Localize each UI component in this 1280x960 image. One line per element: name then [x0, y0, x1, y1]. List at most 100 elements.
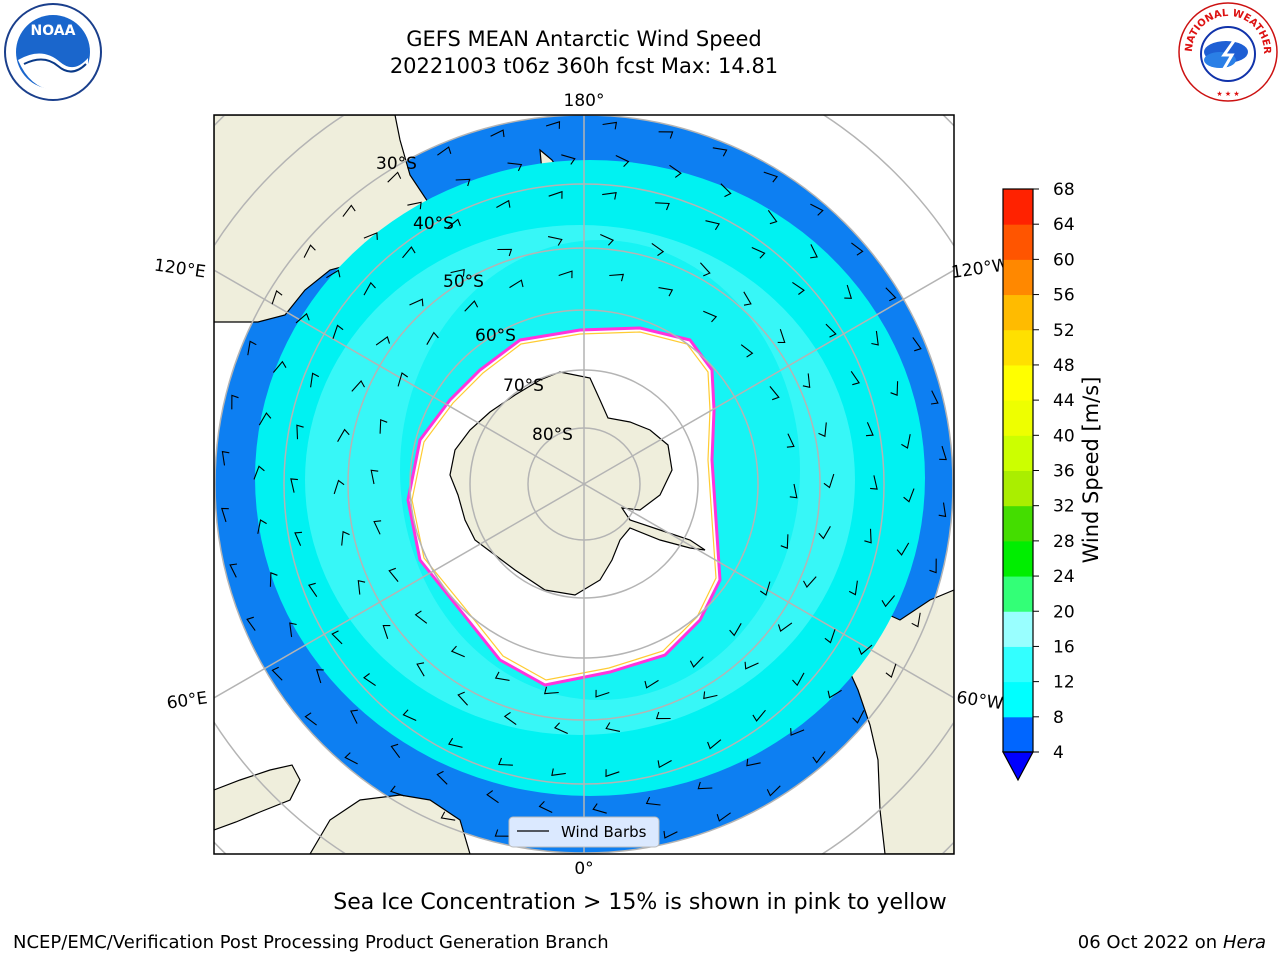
madagascar-land: [214, 764, 301, 831]
wind-barb: [658, 131, 674, 139]
wind-barb: [871, 330, 879, 346]
wind-barb: [303, 244, 316, 258]
wind-barb: [663, 830, 678, 839]
wind-barb: [699, 262, 711, 277]
wind-barb: [388, 567, 399, 582]
wind-barb: [848, 580, 858, 596]
wind-barbs: [221, 121, 947, 847]
wind-barb: [890, 381, 899, 396]
wind-barb: [455, 178, 471, 187]
wind-barb: [766, 785, 781, 797]
wind-barb: [553, 722, 568, 735]
wind-barb: [844, 284, 853, 299]
wind-barb: [870, 475, 878, 490]
wind-barb: [827, 689, 842, 699]
map-subtitle: 20221003 t06z 360h fcst Max: 14.81: [389, 54, 779, 78]
colorbar-segment: [1003, 646, 1033, 683]
wind-barb: [548, 190, 563, 199]
colorbar-tick-label: 56: [1053, 286, 1075, 306]
wind-barb: [446, 218, 461, 229]
map-legend: Wind Barbs: [508, 816, 660, 848]
wind-barb: [712, 147, 728, 157]
wind-barb: [257, 519, 267, 534]
wind-barb: [810, 203, 824, 216]
wind-barb: [332, 324, 344, 339]
wind-barb: [246, 616, 256, 631]
colorbar-segment: [1003, 400, 1033, 436]
wind-barb: [903, 488, 915, 503]
wind-barb: [939, 445, 947, 461]
colorbar-tick-label: 60: [1053, 250, 1075, 270]
wind-barb: [407, 201, 422, 210]
wind-barb: [911, 612, 921, 628]
colorbar-segment: [1003, 189, 1033, 225]
wind-barb: [912, 337, 922, 352]
colorbar-tick-label: 36: [1053, 462, 1075, 482]
wind-barb: [615, 155, 630, 167]
wind-barb: [645, 796, 661, 806]
wind-barb: [231, 394, 239, 410]
wind-barb: [818, 526, 831, 540]
wind-barb: [655, 711, 671, 720]
colorbar-tick-label: 28: [1053, 532, 1075, 552]
wind-barb: [269, 572, 278, 587]
wind-barb: [740, 344, 754, 358]
sea-ice-caption: Sea Ice Concentration > 15% is shown in …: [333, 890, 947, 915]
date-text: 06 Oct 2022 on: [1077, 932, 1223, 953]
wind-barb: [370, 469, 379, 485]
colorbar-segment: [1003, 259, 1033, 296]
wind-barb: [296, 424, 304, 440]
wind-barb: [850, 370, 860, 386]
colorbar-label: Wind Speed [m/s]: [1079, 377, 1103, 564]
wind-barb: [689, 656, 704, 668]
wind-barb: [390, 743, 401, 759]
wind-barb: [543, 686, 559, 695]
wind-barb: [503, 711, 517, 726]
wind-barb: [373, 520, 382, 535]
wind-barb: [558, 270, 573, 279]
lon-label-180: 180°: [564, 91, 605, 111]
wind-barb: [769, 386, 780, 401]
wind-barb: [382, 624, 391, 639]
lat-label-60s: 60°S: [475, 326, 516, 346]
wind-barb: [551, 768, 566, 776]
colorbar-segment: [1003, 576, 1033, 612]
wind-barb: [716, 812, 731, 822]
wind-barb: [864, 528, 872, 544]
wind-barb: [494, 671, 510, 681]
colorbar-tick-label: 48: [1053, 356, 1075, 376]
host-name: Hera: [1222, 932, 1266, 953]
wind-barb: [436, 770, 448, 785]
wind-barb: [605, 722, 621, 732]
wind-barb: [669, 164, 682, 178]
wind-barb: [896, 542, 910, 556]
national-weather-service-logo: NATIONAL WEATHER SERVICE ★ ★ ★: [1176, 0, 1278, 102]
svg-text:NOAA: NOAA: [31, 23, 76, 39]
lat-label-30s: 30°S: [376, 154, 417, 174]
sea-ice-edge-yellow: [411, 331, 717, 681]
lat-label-40s: 40°S: [413, 214, 454, 234]
colorbar-segment: [1003, 505, 1033, 542]
wind-barb: [780, 534, 789, 549]
wind-barb: [450, 645, 465, 658]
wind-barb: [221, 507, 229, 523]
wind-barb: [538, 801, 553, 813]
colorbar-tick-label: 32: [1053, 497, 1075, 517]
wind-barb: [609, 273, 625, 282]
wind-barb: [720, 183, 732, 198]
wind-barb: [457, 691, 469, 706]
wind-barb: [490, 129, 505, 138]
wind-barb: [326, 269, 341, 279]
wind-barb: [272, 360, 287, 373]
wind-barb: [437, 146, 452, 156]
wind-barb: [440, 811, 456, 821]
wind-barb: [389, 785, 405, 797]
colorbar-tick-label: 16: [1053, 637, 1075, 657]
wind-barb: [402, 246, 416, 259]
wind-barb: [448, 737, 463, 748]
wind-barb: [852, 710, 865, 724]
wind-barb: [705, 220, 720, 231]
wind-barb: [703, 310, 718, 323]
wind-barb: [938, 502, 947, 518]
